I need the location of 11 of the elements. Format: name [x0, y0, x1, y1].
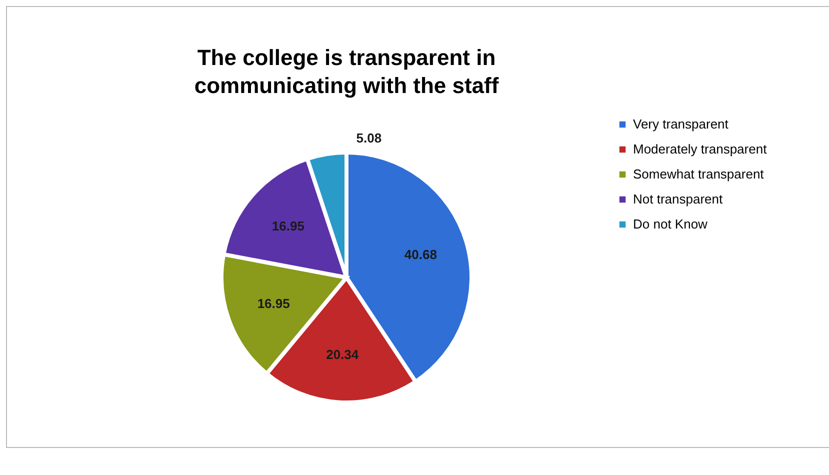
legend-label: Do not Know	[633, 216, 708, 232]
data-label: 16.95	[272, 218, 304, 234]
legend-label: Moderately transparent	[633, 142, 768, 156]
legend-label: Somewhat transparent	[633, 166, 764, 182]
legend-label: Not transparent	[633, 192, 723, 206]
data-label: 16.95	[257, 296, 290, 311]
chart-title: The college is transparent in communicating with the staff	[194, 45, 500, 98]
legend-label: Very transparent	[633, 116, 729, 132]
data-label: 40.68	[404, 247, 437, 262]
data-label: 20.34	[326, 346, 360, 362]
data-label: 5.08	[356, 130, 382, 146]
